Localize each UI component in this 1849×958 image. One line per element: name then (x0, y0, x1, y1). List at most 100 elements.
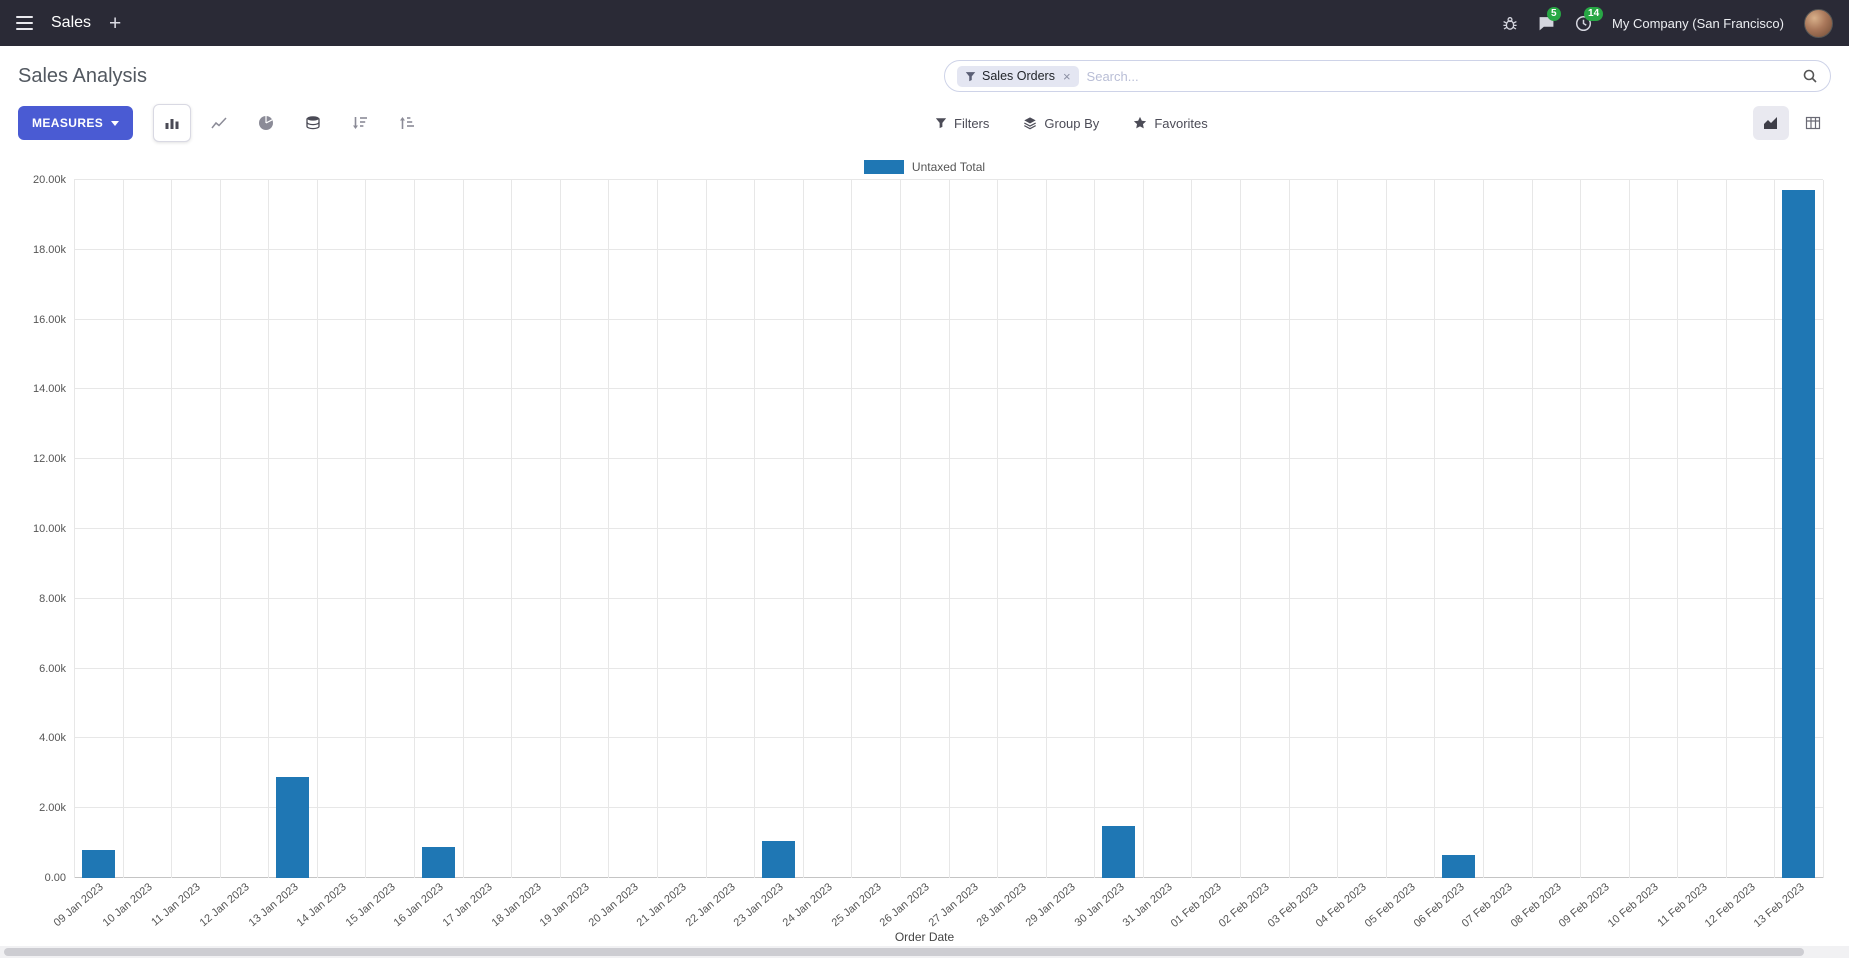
pivot-view-button[interactable] (1795, 106, 1831, 140)
bar[interactable] (761, 841, 795, 878)
x-axis-tick-label: 19 Jan 2023 (537, 881, 592, 930)
y-axis-tick-label: 20.00k (32, 174, 66, 186)
x-axis-tick-label: 09 Jan 2023 (51, 881, 106, 930)
view-switcher (1753, 106, 1831, 140)
gridline-vertical (802, 180, 804, 878)
stacked-toggle-button[interactable] (294, 104, 332, 142)
x-axis-tick-label: 24 Jan 2023 (780, 881, 835, 930)
search-facet-label: Sales Orders (982, 69, 1055, 83)
search-facet-sales-orders[interactable]: Sales Orders × (957, 65, 1079, 87)
x-axis-tick-label: 20 Jan 2023 (586, 881, 641, 930)
gridline-horizontal (74, 179, 1823, 180)
x-axis-tick-label: 09 Feb 2023 (1557, 881, 1613, 930)
top-navbar: Sales + 5 14 My Company (San Francisco) (0, 0, 1849, 46)
bar[interactable] (81, 850, 115, 878)
search-options-group: Filters Group By Favorites (935, 116, 1208, 131)
x-axis-tick-label: 13 Jan 2023 (246, 881, 301, 930)
bug-icon[interactable] (1502, 15, 1518, 31)
plot (74, 179, 1824, 878)
group-by-label: Group By (1044, 115, 1100, 131)
y-axis-tick-label: 8.00k (39, 592, 66, 605)
company-switcher[interactable]: My Company (San Francisco) (1612, 15, 1784, 31)
gridline-vertical (608, 180, 610, 878)
bar[interactable] (1782, 190, 1816, 878)
x-axis-tick-label: 29 Jan 2023 (1023, 881, 1078, 930)
x-axis-tick-label: 04 Feb 2023 (1314, 881, 1370, 930)
filters-label: Filters (954, 115, 990, 131)
x-axis-title: Order Date (894, 930, 955, 944)
sort-descending-button[interactable] (341, 104, 379, 142)
search-input[interactable] (1086, 68, 1794, 84)
line-chart-button[interactable] (200, 104, 238, 142)
layers-icon (1023, 116, 1037, 130)
facet-remove-icon[interactable]: × (1062, 68, 1071, 84)
gridline-vertical (365, 180, 367, 878)
gridline-vertical (316, 180, 318, 878)
chart-type-group (153, 104, 426, 142)
gridline-vertical (1774, 180, 1776, 878)
bar[interactable] (421, 846, 455, 878)
y-axis-tick-label: 6.00k (39, 662, 66, 675)
legend-label: Untaxed Total (911, 160, 986, 174)
gridline-vertical (1580, 180, 1582, 878)
pie-chart-button[interactable] (247, 104, 285, 142)
y-axis-tick-label: 0.00 (44, 872, 66, 884)
app-name[interactable]: Sales (51, 14, 92, 31)
star-icon (1133, 116, 1147, 130)
bar[interactable] (276, 776, 310, 878)
messages-icon[interactable]: 5 (1538, 6, 1561, 32)
scrollbar-thumb[interactable] (4, 948, 1804, 956)
bar-chart-button[interactable] (153, 104, 192, 142)
x-axis-tick-label: 28 Jan 2023 (974, 881, 1030, 930)
x-axis: 09 Jan 2023 10 Jan 2023 11 Jan 2023 12 Jan … (52, 878, 1823, 930)
gridline-vertical (1385, 180, 1387, 878)
gridline-vertical (1191, 180, 1193, 878)
x-axis-tick-label: 03 Feb 2023 (1265, 881, 1321, 930)
sort-ascending-button[interactable] (388, 104, 426, 142)
group-by-menu[interactable]: Group By (1023, 116, 1099, 131)
x-axis-tick-label: 18 Jan 2023 (489, 881, 544, 930)
x-axis-tick-label: 08 Feb 2023 (1508, 881, 1564, 930)
gridline-vertical (414, 180, 416, 878)
gridline-vertical (219, 180, 221, 878)
chart-legend[interactable]: Untaxed Total (18, 154, 1831, 180)
gridline-vertical (1239, 180, 1241, 878)
x-axis-tick-label: 01 Feb 2023 (1168, 881, 1224, 930)
x-axis-tick-label: 30 Jan 2023 (1072, 881, 1127, 930)
gridline-vertical (1434, 180, 1436, 878)
favorites-menu[interactable]: Favorites (1133, 116, 1208, 131)
bar[interactable] (1102, 825, 1136, 878)
x-axis-tick-label: 13 Feb 2023 (1751, 881, 1807, 930)
gridline-vertical (754, 180, 756, 878)
gridline-vertical (705, 180, 707, 878)
search-bar[interactable]: Sales Orders × (944, 60, 1831, 92)
plus-icon[interactable]: + (109, 11, 122, 35)
y-axis-tick-label: 2.00k (39, 802, 66, 815)
chart-area: Untaxed Total 0.00 2.00k 4.00k 6.00k 8.00k 10… (0, 154, 1849, 948)
x-axis-tick-label: 27 Jan 2023 (926, 881, 981, 930)
graph-view-button[interactable] (1753, 106, 1789, 140)
gridline-vertical (1288, 180, 1290, 878)
measures-button[interactable]: MEASURES (18, 106, 134, 140)
plot-region: 0.00 2.00k 4.00k 6.00k 8.00k 10.00k 12.00k 14.0… (18, 174, 1831, 884)
filters-menu[interactable]: Filters (935, 116, 989, 131)
horizontal-scrollbar[interactable] (0, 946, 1849, 958)
gridline-vertical (1482, 180, 1484, 878)
bar[interactable] (1442, 855, 1476, 878)
gridline-vertical (1045, 180, 1047, 878)
x-axis-tick-label: 23 Jan 2023 (732, 881, 787, 930)
apps-menu-icon[interactable] (16, 16, 33, 30)
x-axis-tick-label: 11 Feb 2023 (1654, 881, 1710, 930)
gridline-vertical (559, 180, 561, 878)
messages-badge: 5 (1547, 6, 1561, 21)
y-axis-tick-label: 18.00k (32, 243, 66, 256)
activities-clock-icon[interactable]: 14 (1575, 6, 1604, 32)
x-axis-tick-label: 26 Jan 2023 (877, 881, 932, 930)
gridline-vertical (1142, 180, 1144, 878)
gridline-vertical (851, 180, 853, 878)
search-icon[interactable] (1802, 68, 1818, 84)
user-avatar[interactable] (1804, 8, 1833, 38)
gridline-vertical (1823, 180, 1824, 878)
x-axis-tick-label: 07 Feb 2023 (1459, 881, 1515, 930)
gridline-vertical (1677, 180, 1679, 878)
